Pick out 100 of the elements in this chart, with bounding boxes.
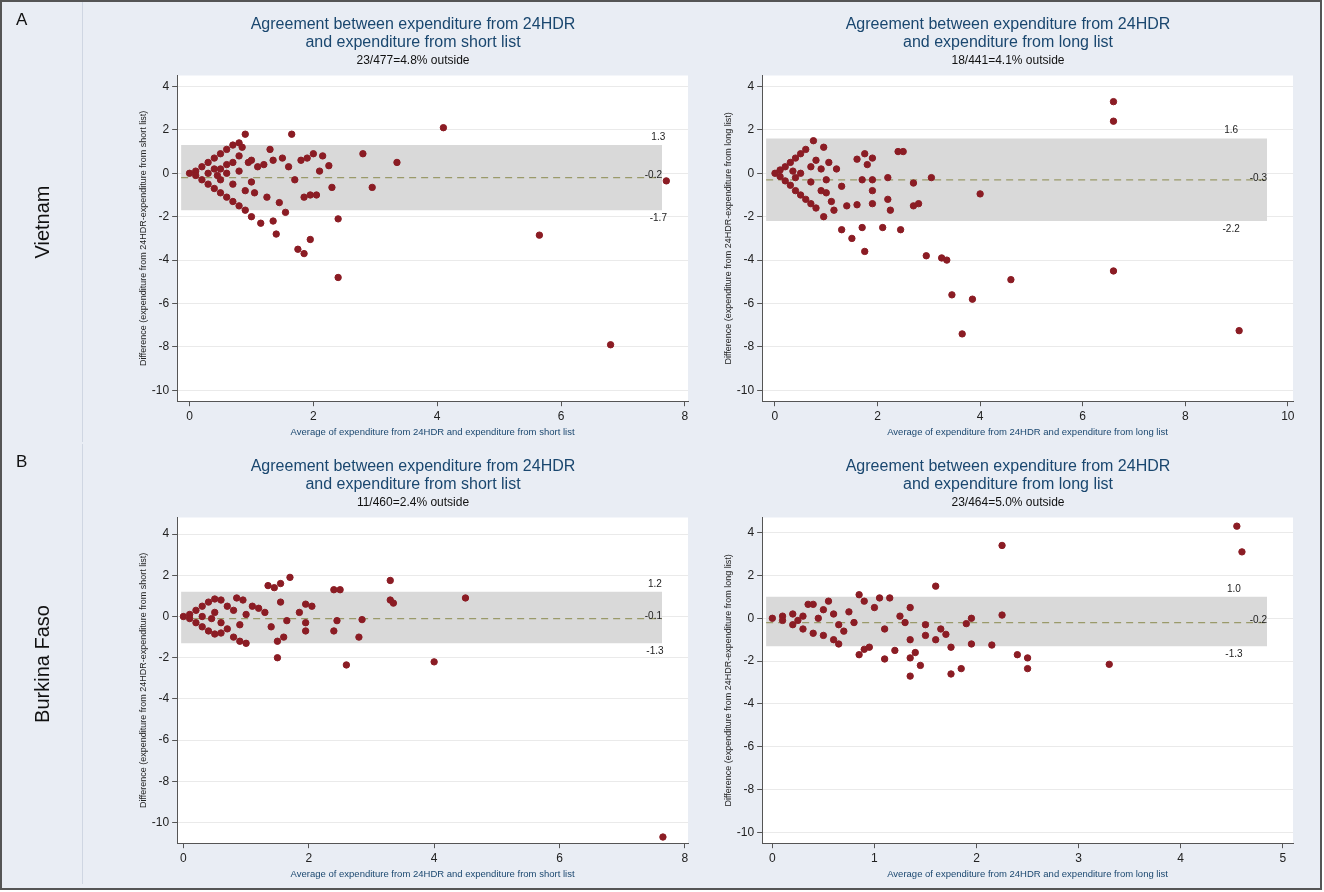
y-tick-label: -2 <box>743 653 755 668</box>
x-axis-title: Average of expenditure from 24HDR and expenditure from long list <box>887 425 1169 437</box>
point <box>270 583 278 592</box>
x-axis-title: Average of expenditure from 24HDR and expenditure from short list <box>290 425 575 437</box>
y-tick-label: -8 <box>743 781 755 796</box>
point <box>330 627 338 635</box>
chart-title: Agreement between expenditure from 24HDR and expenditure from short list <box>250 15 576 50</box>
annotation: 1.6 <box>1224 124 1239 136</box>
text: B <box>16 452 28 472</box>
y-axis-title: Difference (expenditure from 24HDR-expenditure from long list) <box>722 112 733 365</box>
x-tick-label: 0 <box>180 850 188 865</box>
ref-line-label: -0.2 <box>644 169 663 181</box>
point <box>267 623 275 631</box>
x-axis-title: Average of expenditure from 24HDR and expenditure from long list <box>887 867 1169 879</box>
point <box>204 627 213 635</box>
point <box>342 661 351 669</box>
point <box>236 621 244 629</box>
y-tick-label: -10 <box>151 814 170 829</box>
x-tick-label: 6 <box>1079 408 1087 423</box>
x-tick-label: 8 <box>1181 408 1189 423</box>
point <box>242 639 250 648</box>
point <box>389 599 398 607</box>
text: Vietnam <box>30 185 54 259</box>
point <box>198 612 206 621</box>
point <box>211 630 219 638</box>
point <box>192 619 200 627</box>
annotation: -1.3 <box>1225 647 1244 659</box>
x-tick-label: 3 <box>1075 850 1083 865</box>
y-tick-label: -8 <box>743 339 755 354</box>
y-tick-label: 2 <box>747 567 755 582</box>
chart-subtitle: 11/460=2.4% outside <box>356 494 470 509</box>
y-tick-label: -6 <box>158 732 170 747</box>
point <box>254 604 263 612</box>
chart-subtitle: 18/441=4.1% outside <box>951 52 1065 67</box>
point <box>301 600 310 608</box>
point <box>336 586 344 594</box>
y-tick-label: -10 <box>736 382 755 397</box>
y-tick-label: 2 <box>747 122 755 137</box>
x-tick-label: 6 <box>556 850 564 865</box>
point <box>239 596 247 604</box>
y-tick-label: 0 <box>747 165 755 180</box>
y-tick-label: -4 <box>158 691 170 706</box>
y-tick-label: -10 <box>151 382 170 397</box>
y-tick-label: 4 <box>162 526 170 541</box>
point <box>273 637 282 645</box>
y-tick-label: -4 <box>158 252 170 267</box>
point <box>217 596 225 604</box>
point <box>229 606 238 615</box>
y-tick-label: 2 <box>162 567 170 582</box>
point <box>358 615 366 624</box>
chart-title: Agreement between expenditure from 24HDR and expenditure from long list <box>845 15 1171 50</box>
point <box>242 610 250 619</box>
y-tick-label: 0 <box>162 165 170 180</box>
y-axis-title: Difference (expenditure from 24HDR-expenditure from short list) <box>137 110 148 367</box>
y-tick-label: 2 <box>162 122 170 137</box>
point <box>198 623 206 631</box>
annotation: 1.3 <box>651 130 666 142</box>
point <box>217 629 225 637</box>
point <box>229 633 238 641</box>
point <box>386 576 394 585</box>
x-tick-label: 1 <box>871 850 879 865</box>
y-tick-label: -2 <box>743 209 755 224</box>
x-tick-label: 2 <box>310 408 318 423</box>
point <box>211 595 219 603</box>
point <box>301 627 310 635</box>
x-tick-label: 8 <box>681 408 689 423</box>
y-tick-label: -10 <box>736 824 755 839</box>
y-tick-label: -2 <box>158 209 170 224</box>
y-tick-label: -6 <box>158 295 170 310</box>
y-tick-label: -8 <box>158 339 170 354</box>
point <box>261 608 269 617</box>
point <box>308 602 316 610</box>
point <box>301 619 310 627</box>
x-tick-label: 6 <box>557 408 565 423</box>
point <box>207 614 216 623</box>
y-tick-label: -6 <box>743 295 755 310</box>
point <box>280 633 288 641</box>
y-tick-label: -8 <box>158 773 170 788</box>
y-axis-title: Difference (expenditure from 24HDR-expenditure from short list) <box>137 552 148 809</box>
annotation: -1.7 <box>649 211 668 223</box>
point <box>283 616 291 625</box>
x-axis-title: Average of expenditure from 24HDR and expenditure from short list <box>290 867 575 879</box>
chart-subtitle: 23/464=5.0% outside <box>951 494 1065 509</box>
x-tick-label: 5 <box>1279 850 1287 865</box>
point <box>223 602 231 610</box>
y-tick-label: -4 <box>743 696 755 711</box>
point <box>273 654 282 662</box>
point <box>264 581 272 590</box>
point <box>211 608 219 617</box>
point <box>232 594 241 602</box>
y-axis-title: Difference (expenditure from 24HDR-expenditure from long list) <box>722 554 733 807</box>
annotation: -1.3 <box>646 645 664 657</box>
y-tick-label: -4 <box>743 252 755 267</box>
point <box>430 658 438 666</box>
point <box>204 598 213 606</box>
chart-subtitle: 23/477=4.8% outside <box>356 52 470 67</box>
x-tick-label: 4 <box>976 408 984 423</box>
point <box>179 612 188 621</box>
annotation: -2.2 <box>1222 222 1241 234</box>
y-tick-label: 4 <box>747 78 755 93</box>
